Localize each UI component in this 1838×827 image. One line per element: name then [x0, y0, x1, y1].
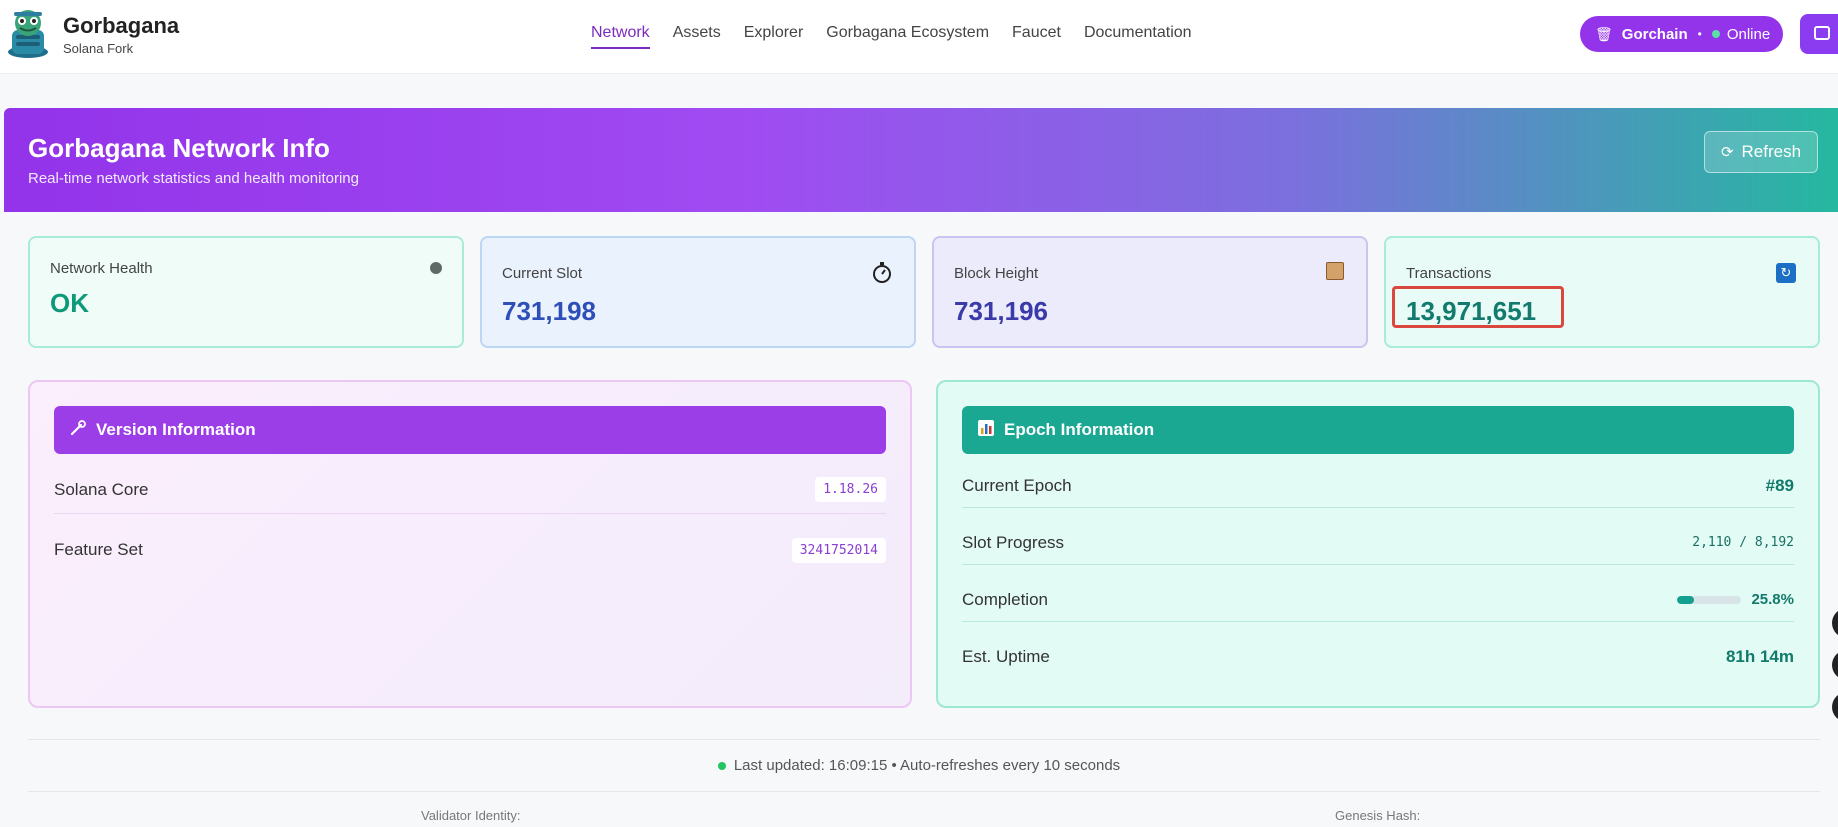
- row-key: Feature Set: [54, 540, 143, 559]
- trash-bin-icon: 🗑: [1595, 25, 1613, 42]
- stat-label: Transactions: [1406, 265, 1492, 282]
- refresh-button[interactable]: ⟳ Refresh: [1704, 131, 1818, 173]
- stopwatch-icon: [872, 262, 892, 289]
- hero-banner: Gorbagana Network Info Real-time network…: [4, 108, 1838, 212]
- block-height-card: Block Height 731,196: [932, 236, 1368, 348]
- floating-control[interactable]: [1832, 650, 1838, 680]
- epoch-row-current: Current Epoch #89: [962, 464, 1794, 508]
- chain-name: Gorchain: [1621, 25, 1688, 43]
- wallet-button[interactable]: [1800, 14, 1838, 54]
- nav-explorer[interactable]: Explorer: [743, 24, 804, 41]
- nav-network[interactable]: Network: [591, 24, 650, 49]
- row-key: Current Epoch: [962, 475, 1072, 495]
- stat-value: OK: [50, 288, 89, 318]
- page-subtitle: Real-time network statistics and health …: [28, 170, 359, 187]
- stat-value: 731,198: [502, 296, 596, 326]
- epoch-info-panel: Epoch Information Current Epoch #89 Slot…: [936, 380, 1820, 708]
- progress-fill: [1677, 595, 1694, 604]
- row-value: 81h 14m: [1725, 647, 1794, 666]
- brand-title[interactable]: Gorbagana: [63, 13, 180, 38]
- row-value: 25.8%: [1751, 591, 1794, 608]
- last-updated-status: Last updated: 16:09:15 • Auto-refreshes …: [0, 757, 1838, 774]
- gorbagana-mascot-icon[interactable]: [2, 8, 54, 60]
- epoch-panel-title: Epoch Information: [1004, 420, 1155, 439]
- genesis-hash-label: Genesis Hash:: [1335, 808, 1421, 823]
- stat-label: Network Health: [50, 260, 153, 277]
- refresh-label: Refresh: [1741, 142, 1802, 161]
- floating-control[interactable]: [1832, 608, 1838, 638]
- row-key: Slot Progress: [962, 532, 1065, 552]
- footer-divider: [28, 739, 1820, 740]
- footer-divider-2: [28, 791, 1820, 792]
- bar-chart-icon: [978, 420, 994, 440]
- nav-faucet[interactable]: Faucet: [1012, 24, 1061, 41]
- row-value: 1.18.26: [815, 477, 886, 502]
- row-value: #89: [1765, 475, 1794, 495]
- nav-gorbagana-ecosystem[interactable]: Gorbagana Ecosystem: [826, 24, 990, 41]
- version-panel-header: Version Information: [54, 406, 886, 454]
- brand-subtitle: Solana Fork: [63, 41, 134, 56]
- nav-assets[interactable]: Assets: [672, 24, 721, 41]
- online-dot-icon: [1711, 30, 1720, 38]
- validator-identity-label: Validator Identity:: [421, 808, 521, 823]
- top-navbar: Gorbagana Solana Fork Network Assets Exp…: [0, 0, 1838, 74]
- completion-progress: 25.8%: [1677, 591, 1794, 608]
- transactions-card: Transactions 13,971,651 ↻: [1384, 236, 1820, 348]
- refresh-icon: ⟳: [1720, 144, 1734, 161]
- progress-bar: [1677, 595, 1742, 604]
- wrench-icon: [70, 420, 86, 440]
- page-title: Gorbagana Network Info: [28, 133, 330, 163]
- pill-separator: •: [1697, 27, 1702, 41]
- stat-value: 731,196: [954, 296, 1048, 326]
- row-value: 3241752014: [791, 537, 886, 563]
- row-key: Solana Core: [54, 479, 149, 499]
- status-dot-icon: [430, 262, 442, 274]
- main-nav: Network Assets Explorer Gorbagana Ecosys…: [591, 24, 1215, 49]
- cycle-arrows-icon: ↻: [1776, 263, 1796, 283]
- package-icon: [1326, 262, 1344, 280]
- epoch-panel-header: Epoch Information: [962, 406, 1794, 454]
- network-health-card: Network Health OK: [28, 236, 464, 348]
- version-row-feature-set: Feature Set 3241752014: [54, 526, 886, 574]
- epoch-row-slot-progress: Slot Progress 2,110 / 8,192: [962, 521, 1794, 565]
- wallet-icon: [1814, 26, 1830, 40]
- online-status: Online: [1726, 25, 1771, 43]
- network-status-pill[interactable]: 🗑 Gorchain • Online: [1580, 16, 1783, 52]
- row-key: Completion: [962, 589, 1048, 609]
- last-updated-text: Last updated: 16:09:15 • Auto-refreshes …: [733, 757, 1121, 774]
- current-slot-card: Current Slot 731,198: [480, 236, 916, 348]
- nav-documentation[interactable]: Documentation: [1083, 24, 1192, 41]
- row-value: 2,110 / 8,192: [1692, 535, 1794, 550]
- row-key: Est. Uptime: [962, 647, 1050, 666]
- epoch-row-uptime: Est. Uptime 81h 14m: [962, 635, 1794, 679]
- version-info-panel: Version Information Solana Core 1.18.26 …: [28, 380, 912, 708]
- version-panel-title: Version Information: [96, 420, 256, 439]
- stat-label: Current Slot: [502, 265, 583, 282]
- stat-value: 13,971,651: [1406, 296, 1537, 326]
- highlight-box: [1392, 286, 1564, 328]
- floating-control[interactable]: [1832, 692, 1838, 722]
- version-row-solana-core: Solana Core 1.18.26: [54, 466, 886, 514]
- stat-label: Block Height: [954, 265, 1039, 282]
- epoch-row-completion: Completion 25.8%: [962, 578, 1794, 622]
- live-dot-icon: [717, 762, 726, 771]
